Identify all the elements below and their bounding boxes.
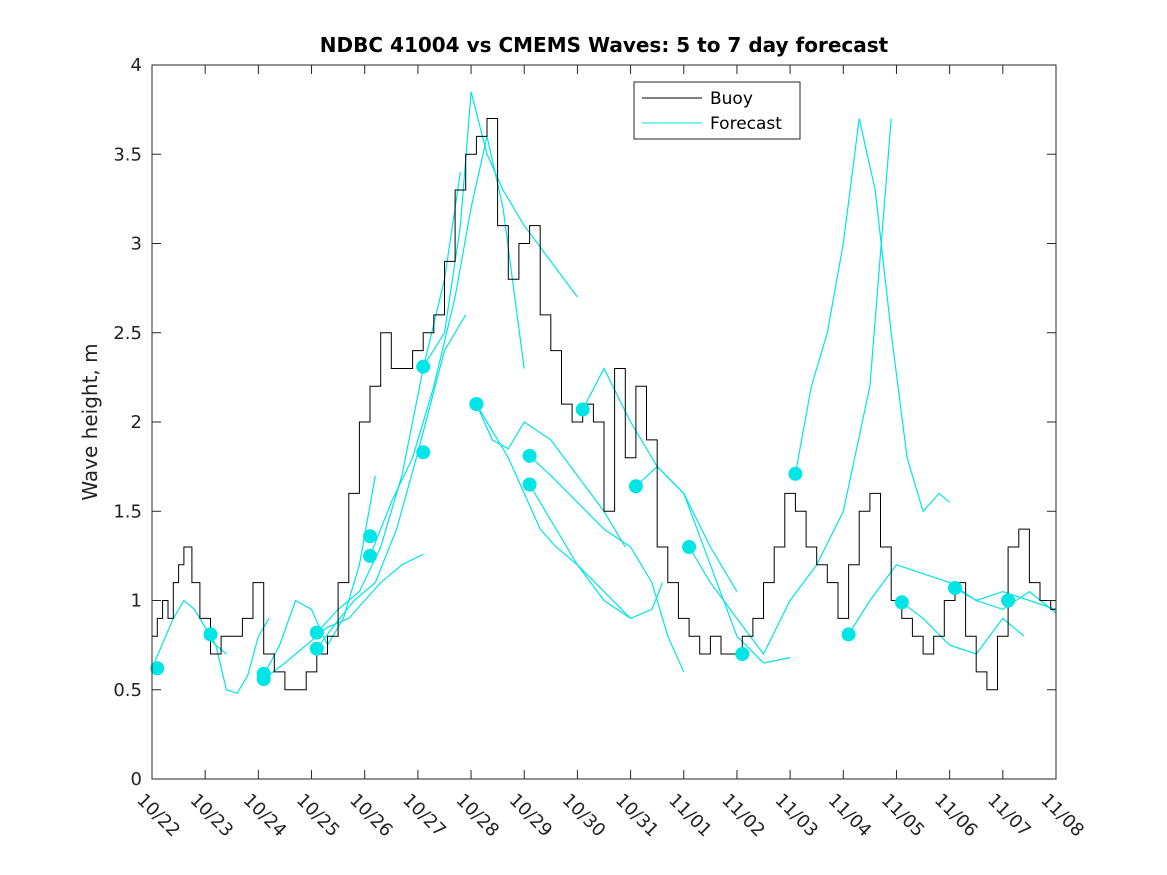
legend-buoy-label: Buoy [710,89,753,109]
forecast-start-marker [841,627,856,642]
legend-box [633,81,801,140]
forecast-start-marker [256,672,271,686]
plot-area [150,91,1057,695]
forecast-line-9 [475,403,626,548]
forecast-start-marker [416,445,431,460]
chart-title: NDBC 41004 vs CMEMS Waves: 5 to 7 day fo… [320,33,889,57]
forecast-line-4 [263,553,424,680]
forecast-start-marker [363,529,377,544]
forecast-start-marker [469,397,484,412]
y-tick-label: 1 [131,591,142,612]
forecast-start-marker [203,627,218,642]
forecast-start-marker [416,359,431,374]
forecast-line-15 [688,118,892,656]
forecast-start-marker [1001,593,1016,608]
forecast-line-11 [529,455,685,673]
forecast-start-marker [682,540,697,554]
forecast-line-19 [954,587,1057,614]
forecast-start-marker [788,466,803,481]
y-tick-label: 0 [131,769,142,790]
y-axis-label: Wave height, m [78,343,102,500]
y-tick-label: 3.5 [113,144,142,165]
forecast-start-marker [309,625,324,640]
forecast-start-marker [575,402,590,417]
forecast-line-12 [529,484,664,620]
forecast-line-10 [475,403,631,619]
forecast-line-2 [204,618,270,695]
y-tick-label: 1.5 [113,501,142,522]
y-tick-label: 2 [131,412,142,433]
forecast-line-16 [794,118,950,513]
forecast-start-marker [522,448,537,463]
forecast-start-marker [150,661,165,676]
forecast-line-8 [422,91,578,368]
forecast-start-marker [894,595,909,610]
buoy-line [152,118,1056,691]
y-tick-label: 0.5 [113,680,142,701]
legend: Buoy Forecast [633,81,801,140]
y-tick-label: 3 [131,234,142,255]
y-tick-label: 2.5 [113,323,142,344]
forecast-start-marker [735,647,750,661]
forecast-line-18 [901,601,1025,655]
forecast-line-5 [316,172,461,634]
forecast-line-6 [316,314,467,650]
forecast-start-marker [522,477,537,492]
forecast-start-marker [628,479,643,494]
forecast-start-marker [309,641,324,656]
y-tick-label: 4 [131,55,142,76]
forecast-start-marker [363,548,377,563]
legend-forecast-label: Forecast [710,114,782,134]
forecast-start-marker [948,581,962,595]
